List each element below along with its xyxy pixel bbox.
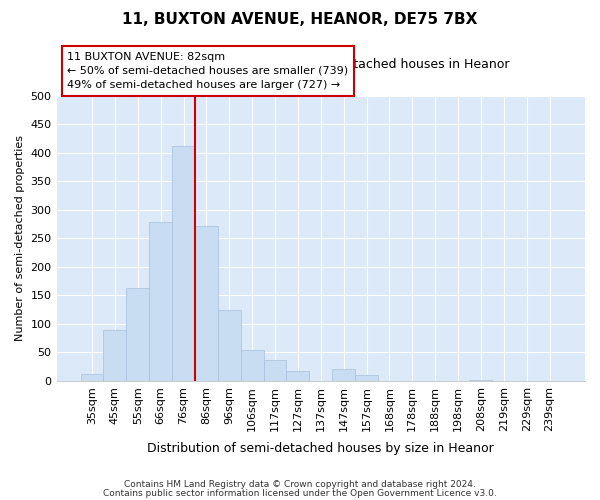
Text: 11 BUXTON AVENUE: 82sqm
← 50% of semi-detached houses are smaller (739)
49% of s: 11 BUXTON AVENUE: 82sqm ← 50% of semi-de… [67,52,348,90]
Bar [286,370,310,381]
Bar [172,146,195,381]
Bar [80,374,103,381]
Bar [355,375,378,381]
Text: 11, BUXTON AVENUE, HEANOR, DE75 7BX: 11, BUXTON AVENUE, HEANOR, DE75 7BX [122,12,478,28]
Bar [263,360,286,381]
Bar [103,330,127,381]
Bar [149,222,172,381]
Bar [195,226,218,381]
Bar [332,370,355,381]
Text: Contains HM Land Registry data © Crown copyright and database right 2024.: Contains HM Land Registry data © Crown c… [124,480,476,489]
Y-axis label: Number of semi-detached properties: Number of semi-detached properties [15,136,25,342]
Bar [218,310,241,381]
X-axis label: Distribution of semi-detached houses by size in Heanor: Distribution of semi-detached houses by … [148,442,494,455]
Text: Contains public sector information licensed under the Open Government Licence v3: Contains public sector information licen… [103,488,497,498]
Title: Size of property relative to semi-detached houses in Heanor: Size of property relative to semi-detach… [132,58,509,71]
Bar [127,288,149,381]
Bar [469,380,493,381]
Bar [241,350,263,381]
